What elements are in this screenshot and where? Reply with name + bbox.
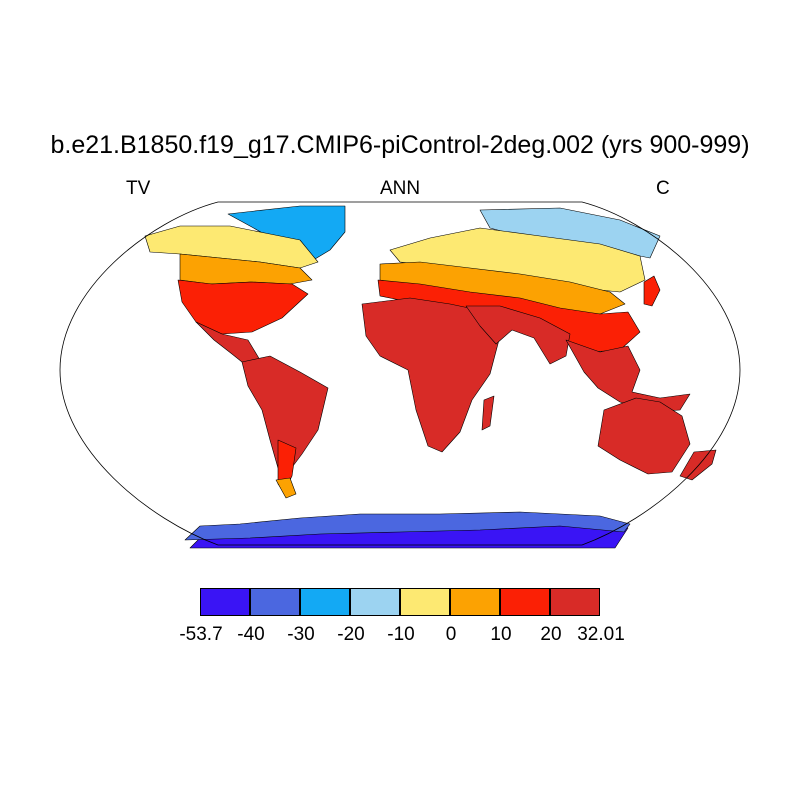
land-region-africa	[361, 297, 501, 453]
land-region-japan	[643, 275, 661, 307]
right-string: C	[656, 178, 670, 199]
center-string: ANN	[379, 178, 421, 199]
colorbar-box	[450, 588, 500, 616]
colorbar-tick-label: -53.7	[179, 624, 223, 645]
colorbar-tick-label: -40	[237, 624, 265, 645]
land-regions	[144, 205, 717, 549]
land-region-australia	[597, 397, 691, 475]
colorbar-tick-label: -30	[287, 624, 315, 645]
land-region-madagascar	[481, 395, 495, 431]
colorbar-tick-label: 32.01	[577, 624, 625, 645]
colorbar-box	[250, 588, 300, 616]
colorbar-box	[300, 588, 350, 616]
colorbar-tick-label: 20	[540, 624, 562, 645]
land-region-antarctica-coast	[184, 511, 631, 541]
left-string: TV	[126, 178, 151, 199]
colorbar-box	[200, 588, 250, 616]
land-region-southeast-asia	[565, 339, 691, 413]
land-region-usa	[177, 279, 309, 335]
map-border	[59, 201, 741, 546]
land-region-tierra-del-fuego	[275, 477, 297, 499]
land-region-middle-east-india	[465, 305, 571, 365]
colorbar-box	[500, 588, 550, 616]
colorbar-tick-label: -20	[337, 624, 365, 645]
colorbar-tick-label: 0	[445, 624, 457, 645]
land-region-new-zealand	[679, 449, 717, 481]
colorbar-tick-label: 10	[490, 624, 512, 645]
land-region-canada-north	[144, 225, 319, 269]
colorbar-box	[400, 588, 450, 616]
colorbar-box	[550, 588, 600, 616]
plot-title: b.e21.B1850.f19_g17.CMIP6-piControl-2deg…	[50, 131, 750, 159]
colorbar-tick-label: -10	[387, 624, 415, 645]
land-region-south-america	[241, 355, 329, 471]
colorbar-box	[350, 588, 400, 616]
